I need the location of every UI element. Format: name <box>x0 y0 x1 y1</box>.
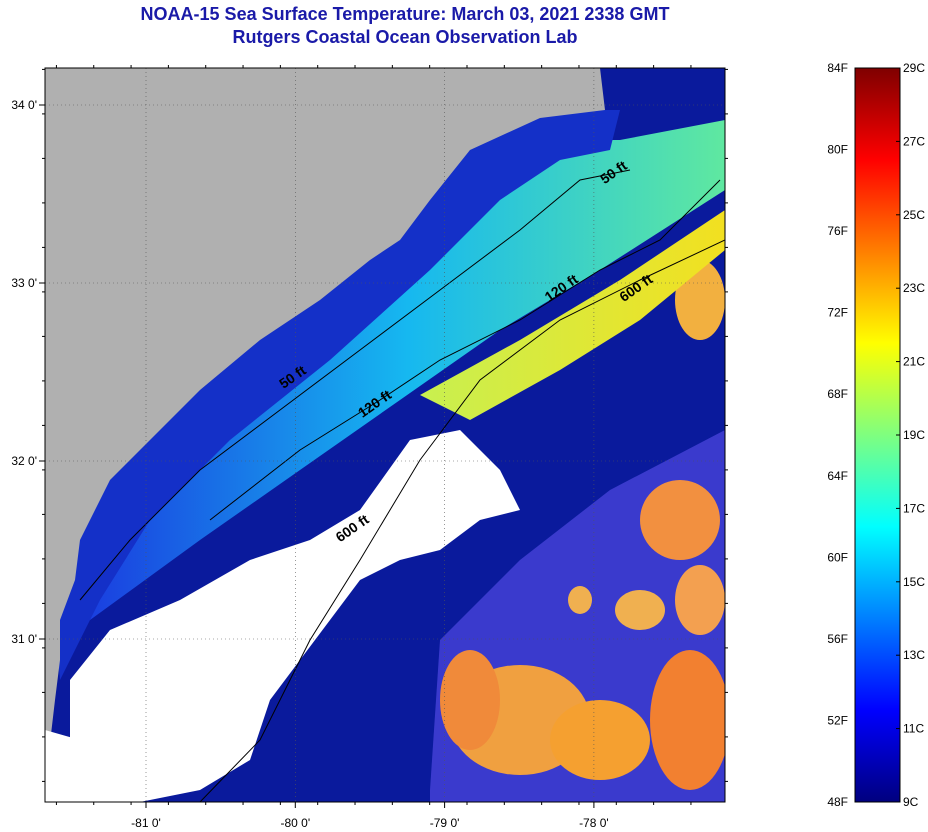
lon-label: -80 0' <box>280 816 310 830</box>
graticule <box>45 68 725 802</box>
map-frame <box>44 67 726 803</box>
lon-label: -78 0' <box>579 816 609 830</box>
colorbar-c-label: 21C <box>903 355 925 369</box>
latitude-labels: 34 0' 33 0' 32 0' 31 0' <box>11 98 37 646</box>
colorbar-c-label: 17C <box>903 501 925 515</box>
colorbar-c-label: 11C <box>903 722 924 736</box>
colorbar-c-label: 15C <box>903 575 925 589</box>
colorbar-fahrenheit-labels: 84F 80F 76F 72F 68F 64F 60F 56F 52F 48F <box>827 61 848 809</box>
colorbar-f-label: 72F <box>827 306 848 320</box>
cloud-cover-south <box>45 730 80 802</box>
temperature-colorbar <box>854 67 901 803</box>
map-title: NOAA-15 Sea Surface Temperature: March 0… <box>140 4 670 24</box>
colorbar-f-label: 56F <box>827 632 848 646</box>
land-mass <box>45 68 605 802</box>
map-subtitle: Rutgers Coastal Ocean Observation Lab <box>232 27 578 47</box>
longitude-labels: -81 0' -80 0' -79 0' -78 0' <box>131 816 609 830</box>
colorbar-ticks <box>896 67 900 803</box>
colorbar-f-label: 80F <box>827 143 848 157</box>
colorbar-c-label: 27C <box>903 134 925 148</box>
colorbar-f-label: 64F <box>827 469 848 483</box>
colorbar-c-label: 9C <box>903 795 919 809</box>
isobath-lines <box>79 169 725 802</box>
map-axis-ticks <box>39 65 728 808</box>
colorbar-f-label: 68F <box>827 387 848 401</box>
lat-label: 33 0' <box>11 276 37 290</box>
lat-label: 34 0' <box>11 98 37 112</box>
colorbar-c-label: 23C <box>903 281 925 295</box>
colorbar-celsius-labels: 29C 27C 25C 23C 21C 19C 17C 15C 13C 11C 9C <box>903 61 925 809</box>
colorbar-f-label: 60F <box>827 550 848 564</box>
lat-label: 31 0' <box>11 632 37 646</box>
colorbar-f-label: 48F <box>827 795 848 809</box>
colorbar-f-label: 52F <box>827 713 848 727</box>
colorbar-c-label: 25C <box>903 208 925 222</box>
colorbar-f-label: 76F <box>827 224 848 238</box>
shelf-water-band <box>90 120 725 620</box>
colorbar-c-label: 13C <box>903 648 925 662</box>
warm-eddy-patches <box>440 260 725 790</box>
colorbar-c-label: 19C <box>903 428 925 442</box>
lon-label: -81 0' <box>131 816 161 830</box>
lat-label: 32 0' <box>11 454 37 468</box>
lon-label: -79 0' <box>430 816 460 830</box>
colorbar-f-label: 84F <box>827 61 848 75</box>
colorbar-c-label: 29C <box>903 61 925 75</box>
